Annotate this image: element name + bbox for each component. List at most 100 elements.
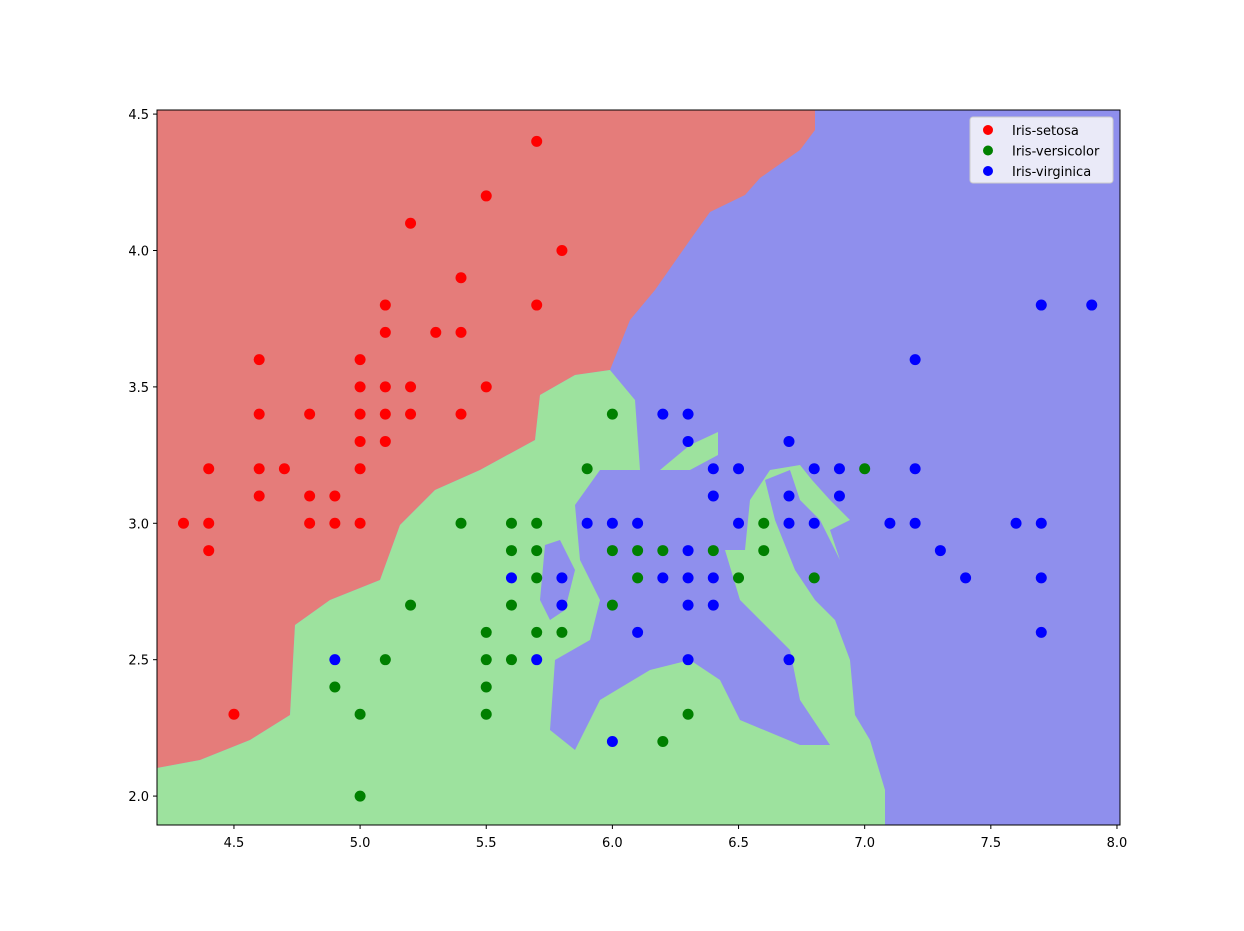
point xyxy=(556,626,568,638)
point xyxy=(556,599,568,611)
point xyxy=(405,217,417,229)
point xyxy=(329,681,341,693)
point xyxy=(1035,517,1047,529)
point xyxy=(833,463,845,475)
point xyxy=(606,736,618,748)
point xyxy=(505,545,517,557)
point xyxy=(329,517,341,529)
point xyxy=(632,517,644,529)
point xyxy=(909,463,921,475)
point xyxy=(228,708,240,720)
point xyxy=(354,708,366,720)
point xyxy=(329,490,341,502)
point xyxy=(657,736,669,748)
point xyxy=(606,517,618,529)
legend-label: Iris-versicolor xyxy=(1012,145,1100,160)
x-tick-label: 7.0 xyxy=(854,836,875,851)
y-tick-label: 4.0 xyxy=(128,244,149,259)
point xyxy=(379,326,391,338)
point xyxy=(455,517,467,529)
point xyxy=(480,190,492,202)
point xyxy=(480,381,492,393)
x-tick-label: 5.5 xyxy=(476,836,497,851)
point xyxy=(707,572,719,584)
point xyxy=(405,381,417,393)
point xyxy=(354,408,366,420)
point xyxy=(531,626,543,638)
x-tick-label: 4.5 xyxy=(224,836,245,851)
point xyxy=(1035,572,1047,584)
y-tick-label: 3.0 xyxy=(128,517,149,532)
point xyxy=(1035,299,1047,311)
point xyxy=(682,599,694,611)
point xyxy=(480,626,492,638)
decision-regions xyxy=(157,110,1120,825)
point xyxy=(531,545,543,557)
point xyxy=(556,244,568,256)
point xyxy=(960,572,972,584)
point xyxy=(783,490,795,502)
point xyxy=(203,517,215,529)
point xyxy=(808,517,820,529)
x-tick-label: 6.0 xyxy=(602,836,623,851)
point xyxy=(304,408,316,420)
point xyxy=(505,517,517,529)
point xyxy=(253,463,265,475)
point xyxy=(707,463,719,475)
point xyxy=(707,490,719,502)
plot-area xyxy=(177,135,1098,802)
point xyxy=(253,490,265,502)
x-tick-label: 6.5 xyxy=(728,836,749,851)
point xyxy=(733,463,745,475)
point xyxy=(480,708,492,720)
point xyxy=(455,272,467,284)
region-versicolor xyxy=(157,370,885,825)
point xyxy=(909,354,921,366)
point xyxy=(354,517,366,529)
point xyxy=(405,408,417,420)
point xyxy=(505,654,517,666)
point xyxy=(733,517,745,529)
point xyxy=(606,545,618,557)
point xyxy=(379,299,391,311)
point xyxy=(354,463,366,475)
legend-marker xyxy=(983,166,993,176)
point xyxy=(909,517,921,529)
point xyxy=(783,517,795,529)
point xyxy=(682,572,694,584)
point xyxy=(203,463,215,475)
point xyxy=(480,681,492,693)
legend-label: Iris-setosa xyxy=(1012,124,1079,139)
point xyxy=(632,626,644,638)
point xyxy=(733,572,745,584)
y-tick-label: 2.5 xyxy=(128,654,149,669)
point xyxy=(581,517,593,529)
point xyxy=(581,463,593,475)
axes-frame xyxy=(156,109,1121,826)
legend-label: Iris-virginica xyxy=(1012,165,1091,180)
point xyxy=(783,435,795,447)
region-setosa xyxy=(157,110,815,768)
point xyxy=(203,545,215,557)
point xyxy=(1035,626,1047,638)
x-tick-label: 7.5 xyxy=(980,836,1001,851)
point xyxy=(682,408,694,420)
point xyxy=(278,463,290,475)
x-tick-label: 8.0 xyxy=(1107,836,1128,851)
point xyxy=(304,517,316,529)
point xyxy=(405,599,417,611)
point xyxy=(682,435,694,447)
point xyxy=(379,408,391,420)
point xyxy=(354,790,366,802)
point xyxy=(480,654,492,666)
point xyxy=(606,408,618,420)
point xyxy=(808,463,820,475)
point xyxy=(354,354,366,366)
point xyxy=(531,572,543,584)
point xyxy=(531,299,543,311)
point xyxy=(884,517,896,529)
y-tick-label: 3.5 xyxy=(128,381,149,396)
point xyxy=(808,572,820,584)
y-tick-label: 2.0 xyxy=(128,790,149,805)
